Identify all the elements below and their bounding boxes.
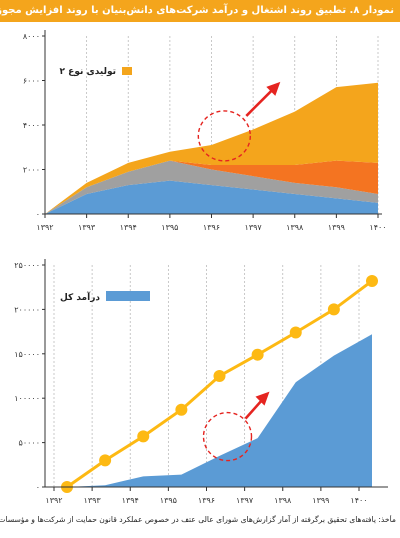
- line-point: [327, 303, 340, 316]
- highlight-circle: [197, 110, 252, 162]
- x-tick-label: ۱۴۰۰: [369, 223, 386, 232]
- area-series-tolidi-2: [45, 82, 378, 214]
- x-tick-label: ۱۳۹۸: [286, 223, 304, 232]
- x-tick-label: ۱۳۹۶: [203, 223, 220, 232]
- trend-arrow-shaft: [244, 399, 263, 420]
- line-point: [99, 454, 112, 467]
- x-tick-label: ۱۳۹۷: [236, 496, 254, 505]
- line-point: [251, 348, 264, 361]
- y-tick-label: ۶۰۰۰: [23, 77, 40, 86]
- x-tick-label: ۱۳۹۸: [274, 496, 292, 505]
- x-tick-label: ۱۳۹۲: [36, 223, 53, 232]
- legend-swatch: [122, 67, 132, 75]
- x-tick-label: ۱۴۰۰: [350, 496, 367, 505]
- line-point: [213, 370, 226, 382]
- y-tick-label: ۰: [36, 210, 40, 219]
- line-point: [137, 430, 150, 443]
- x-tick-label: ۱۳۹۴: [122, 496, 139, 505]
- x-tick-label: ۱۳۹۷: [245, 223, 263, 232]
- area-series-3: [45, 160, 378, 214]
- y-tick-label: ۲۰۰۰: [23, 166, 40, 175]
- line-point: [289, 326, 302, 339]
- trend-arrow-head: [255, 391, 270, 406]
- legend-label: درآمد کل: [60, 291, 100, 303]
- trend-arrow-head: [266, 81, 281, 96]
- x-tick-label: ۱۳۹۹: [328, 223, 345, 232]
- revenue-area-line-chart: ۰ ۵۰۰۰۰ ۱۰۰۰۰۰ ۱۵۰۰۰۰ ۲۰۰۰۰۰ ۲۵۰۰۰۰ ۱۳۹۲ ۱۳۹۳ ۱۳…: [14, 259, 388, 505]
- y-tick-label: ۲۵۰۰۰۰: [14, 261, 40, 270]
- y-tick-label: ۵۰۰۰۰: [19, 439, 40, 448]
- y-tick-label: ۰: [36, 483, 40, 492]
- area-series-1: [45, 180, 378, 214]
- x-tick-label: ۱۳۹۴: [120, 223, 137, 232]
- area-series-total-revenue: [67, 334, 372, 487]
- x-tick-label: ۱۳۹۲: [45, 496, 62, 505]
- line-point: [366, 274, 378, 287]
- legend-label: تولیدی نوع ۲: [60, 67, 116, 77]
- area-series-2: [45, 160, 378, 214]
- x-tick-label: ۱۳۹۶: [198, 496, 215, 505]
- x-tick-label: ۱۳۹۵: [161, 223, 178, 232]
- trend-arrow-shaft: [245, 88, 274, 117]
- x-tick-label: ۱۳۹۳: [78, 223, 96, 232]
- y-tick-label: ۱۵۰۰۰۰: [14, 350, 40, 359]
- x-tick-label: ۱۳۹۳: [84, 496, 102, 505]
- x-tick-label: ۱۳۹۹: [312, 496, 329, 505]
- x-tick-label: ۱۳۹۵: [160, 496, 177, 505]
- line-point: [175, 403, 188, 416]
- highlight-circle: [202, 411, 253, 462]
- legend-swatch: [106, 291, 150, 301]
- employment-stacked-area-chart: ۰ ۲۰۰۰ ۴۰۰۰ ۶۰۰۰ ۸۰۰۰ ۱۳۹۲ ۱۳۹۳ ۱۳۹۴ ۱۳۹۵ ۱۳۹۶ ۱۳۹…: [23, 30, 387, 232]
- chart-title: نمودار ۸. تطبیق روند اشتغال و درآمد شرکت…: [0, 0, 400, 22]
- y-tick-label: ۱۰۰۰۰۰: [14, 394, 40, 403]
- source-note: مأخذ: یافته‌های تحقیق برگرفته از آمار گز…: [0, 515, 396, 524]
- y-tick-label: ۴۰۰۰: [23, 121, 40, 130]
- y-tick-label: ۲۰۰۰۰۰: [14, 305, 40, 314]
- y-tick-label: ۸۰۰۰: [23, 32, 40, 41]
